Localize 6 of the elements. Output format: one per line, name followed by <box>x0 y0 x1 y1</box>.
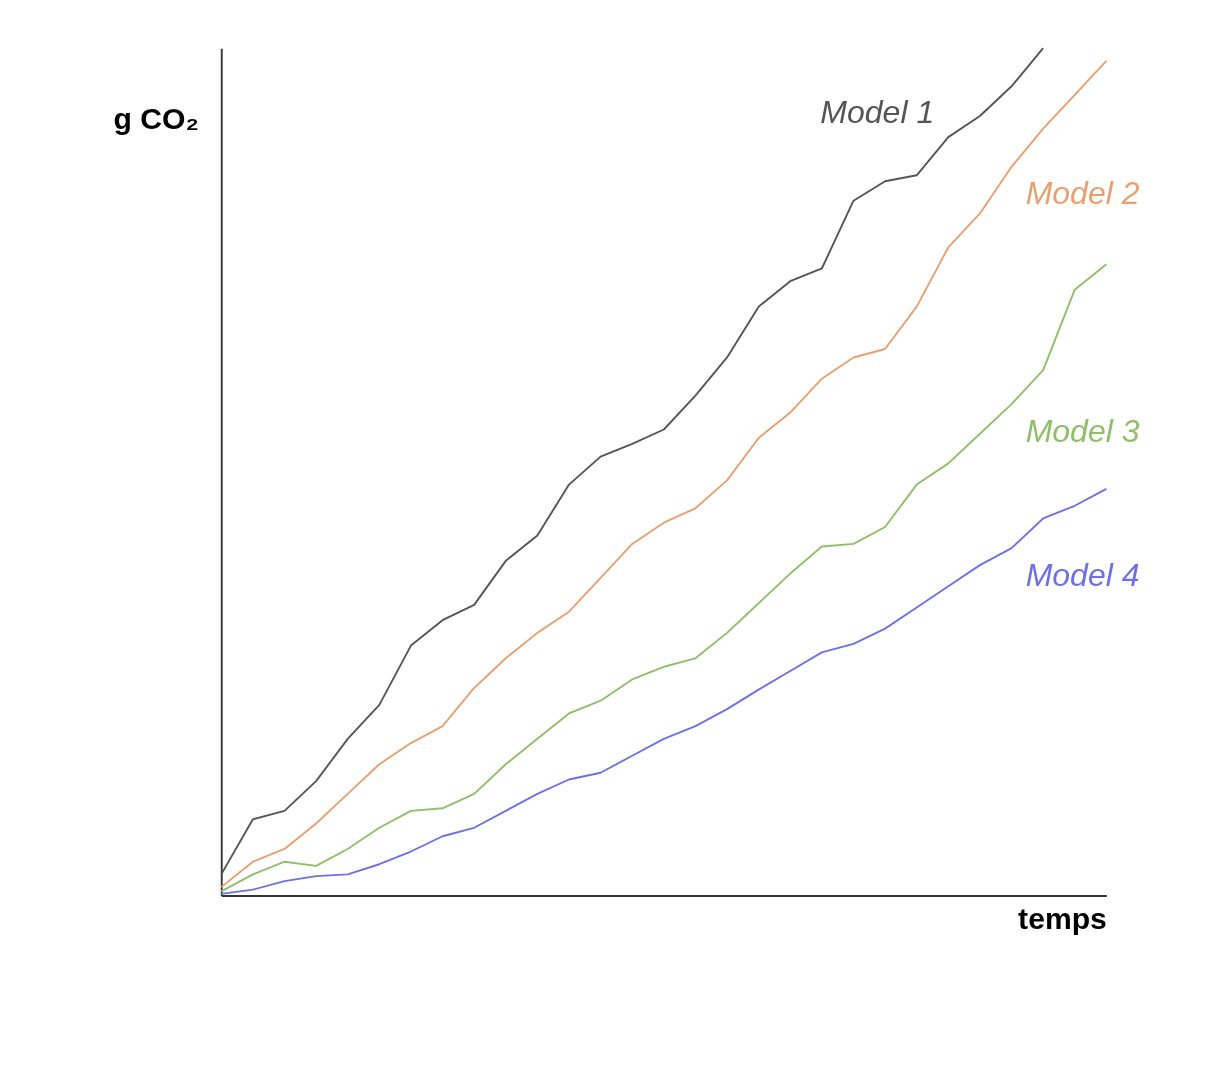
y-axis-title: g CO₂ <box>113 101 199 135</box>
x-axis-title: temps <box>1018 902 1107 936</box>
series-label: Model 2 <box>1025 175 1140 212</box>
series-label: Model 1 <box>820 94 935 131</box>
series-label: Model 4 <box>1025 556 1140 593</box>
series-label: Model 3 <box>1025 412 1140 449</box>
